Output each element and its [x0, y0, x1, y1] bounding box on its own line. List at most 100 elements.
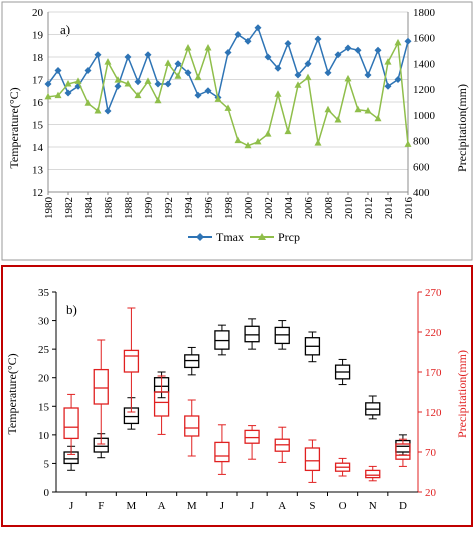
chart-b-y-left-label: Temperature(°C) — [5, 353, 19, 434]
y-right-tick-label: 70 — [425, 447, 437, 459]
y-left-tick-label: 30 — [38, 316, 50, 328]
data-point-tmax — [234, 31, 242, 38]
data-point-tmax — [154, 80, 162, 88]
data-point-tmax — [194, 91, 202, 99]
data-point-prcp — [404, 140, 412, 147]
precipitation-box — [244, 429, 260, 444]
data-point-tmax — [334, 51, 342, 59]
data-point-tmax — [284, 40, 292, 47]
data-point-prcp — [314, 139, 322, 146]
y-left-tick-label: 16 — [32, 97, 44, 109]
y-left-tick-label: 13 — [32, 165, 44, 177]
panel-a-border — [1, 1, 473, 261]
data-point-tmax — [254, 24, 262, 32]
y-right-tick-label: 800 — [413, 136, 430, 148]
data-point-prcp — [254, 137, 262, 145]
y-right-tick-label: 270 — [425, 287, 442, 299]
data-point-tmax — [64, 89, 72, 97]
y-right-tick-label: 1600 — [413, 33, 436, 45]
data-point-tmax — [364, 71, 372, 79]
x-tick-label: J — [220, 500, 225, 512]
x-tick-label: 2016 — [403, 197, 415, 220]
data-point-prcp — [204, 44, 212, 51]
precipitation-box — [93, 368, 109, 405]
precipitation-box — [304, 447, 321, 472]
data-point-prcp — [384, 58, 392, 65]
data-point-prcp — [104, 58, 112, 65]
data-point-tmax — [54, 67, 62, 74]
data-point-prcp — [284, 127, 292, 135]
data-point-tmax — [274, 64, 282, 72]
x-tick-label: 1992 — [163, 197, 175, 219]
precipitation-box — [63, 407, 79, 440]
y-left-tick-label: 17 — [32, 75, 44, 87]
legend-tmax-label: Tmax — [216, 230, 244, 244]
data-point-prcp — [374, 114, 382, 122]
data-point-tmax — [114, 82, 122, 90]
x-tick-label: M — [127, 500, 137, 512]
data-point-tmax — [404, 37, 412, 45]
data-point-prcp — [194, 73, 202, 81]
data-point-tmax — [304, 60, 312, 68]
x-tick-label: A — [278, 500, 286, 512]
panel-a-line-chart: a) Temperature(°C) Precipitation(mm) Tma… — [0, 0, 474, 262]
y-right-tick-label: 1400 — [413, 58, 436, 70]
y-left-tick-label: 20 — [32, 7, 44, 19]
y-right-tick-label: 120 — [425, 407, 442, 419]
y-right-tick-label: 600 — [413, 161, 430, 173]
y-left-tick-label: 20 — [38, 373, 50, 385]
x-tick-label: 2010 — [343, 197, 355, 220]
data-point-tmax — [394, 76, 402, 83]
data-point-prcp — [244, 141, 252, 149]
x-tick-label: 1988 — [123, 197, 135, 220]
data-point-prcp — [324, 105, 332, 113]
data-point-prcp — [44, 92, 52, 100]
y-right-tick-label: 220 — [425, 327, 442, 339]
data-point-prcp — [394, 38, 402, 46]
x-tick-label: 2012 — [363, 197, 375, 219]
x-tick-label: D — [399, 500, 407, 512]
data-point-tmax — [94, 51, 102, 59]
y-right-tick-label: 20 — [425, 487, 437, 499]
x-tick-label: 1996 — [203, 197, 215, 220]
precipitation-box — [123, 349, 140, 373]
data-point-prcp — [114, 76, 122, 83]
y-left-tick-label: 5 — [44, 458, 50, 470]
data-point-tmax — [124, 53, 132, 61]
x-tick-label: 2014 — [383, 197, 395, 220]
data-point-prcp — [264, 130, 272, 137]
x-tick-label: N — [369, 500, 377, 512]
data-point-prcp — [154, 96, 162, 104]
data-point-tmax — [264, 53, 272, 61]
data-point-prcp — [234, 136, 242, 144]
data-point-tmax — [44, 80, 52, 88]
panel-a-label: a) — [60, 22, 70, 37]
x-tick-label: S — [309, 500, 315, 512]
x-tick-label: 1998 — [223, 197, 235, 220]
chart-a-legend: Tmax Prcp — [188, 230, 300, 244]
y-left-tick-label: 35 — [38, 287, 50, 299]
x-tick-label: 1980 — [43, 197, 55, 220]
data-point-prcp — [144, 77, 152, 84]
data-point-tmax — [344, 44, 352, 52]
precipitation-box — [153, 391, 170, 417]
chart-a-svg: a) Temperature(°C) Precipitation(mm) Tma… — [1, 1, 473, 261]
y-right-tick-label: 400 — [413, 187, 430, 199]
data-point-prcp — [164, 59, 172, 66]
y-left-tick-label: 15 — [38, 401, 50, 413]
y-right-tick-label: 1800 — [413, 7, 436, 19]
data-point-tmax — [104, 107, 112, 115]
data-point-tmax — [184, 69, 192, 77]
x-tick-label: J — [250, 500, 255, 512]
data-point-prcp — [274, 90, 282, 97]
data-point-prcp — [184, 44, 192, 51]
data-point-prcp — [294, 81, 302, 88]
data-point-prcp — [74, 77, 82, 84]
data-point-prcp — [174, 72, 182, 79]
data-point-tmax — [244, 37, 252, 45]
x-tick-label: F — [98, 500, 104, 512]
precipitation-box — [184, 415, 200, 437]
data-point-tmax — [164, 80, 172, 88]
data-point-prcp — [334, 116, 342, 123]
x-tick-label: 2008 — [323, 197, 335, 220]
